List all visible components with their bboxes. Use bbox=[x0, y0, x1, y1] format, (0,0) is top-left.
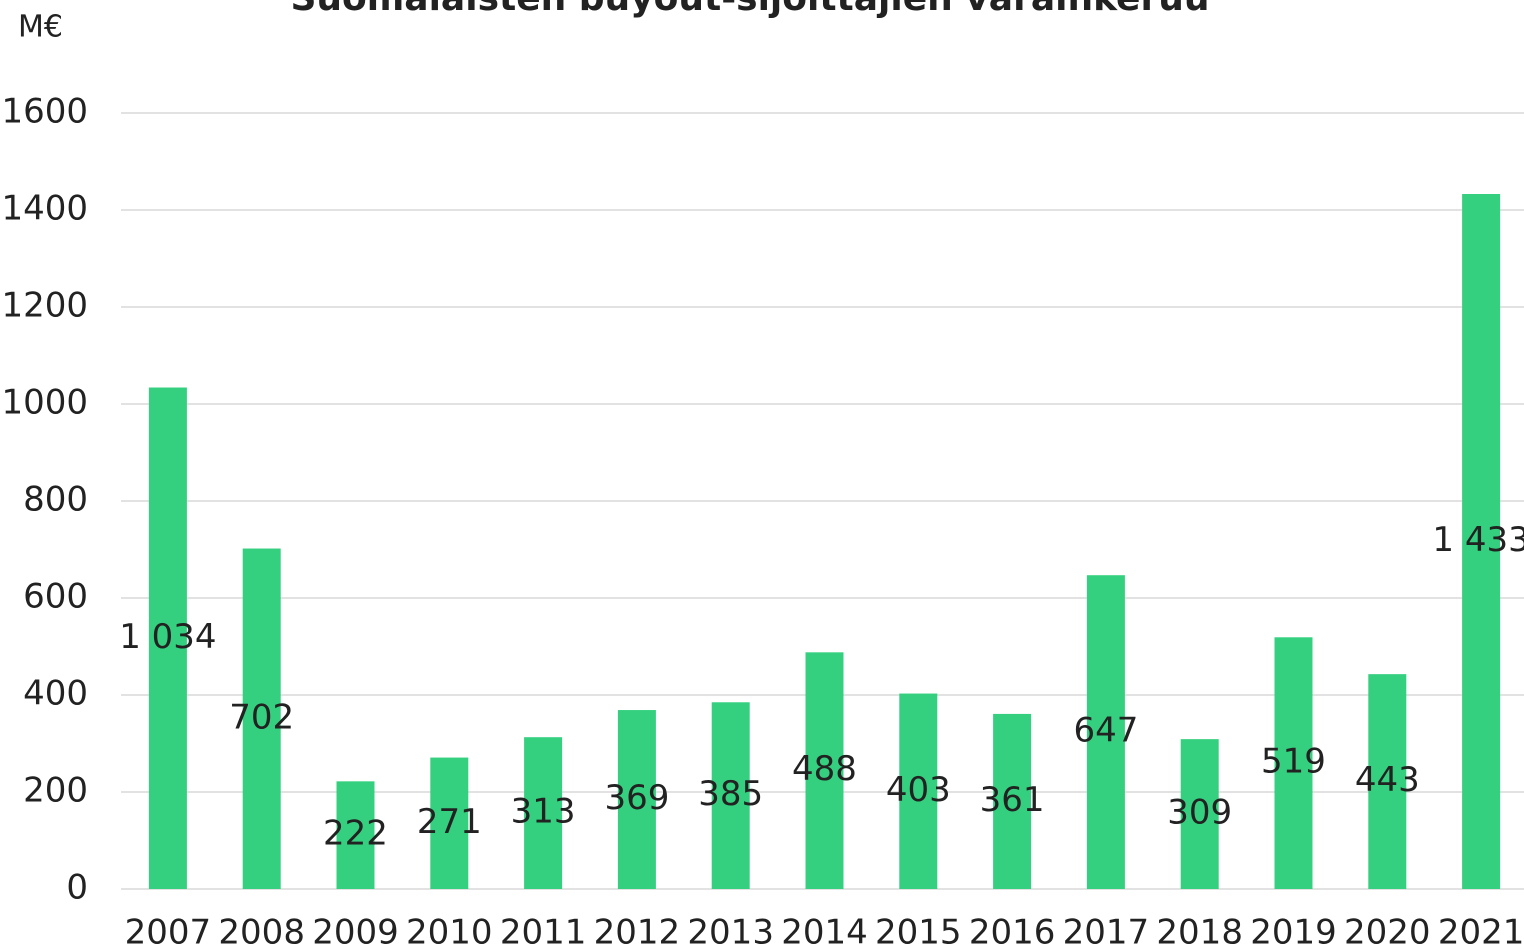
bar bbox=[430, 757, 469, 889]
y-tick-label: 1200 bbox=[1, 286, 88, 326]
value-label: 647 bbox=[1073, 711, 1138, 751]
value-label: 1 034 bbox=[119, 617, 216, 657]
bar bbox=[617, 710, 656, 889]
y-tick-label: 600 bbox=[23, 577, 88, 617]
value-label: 1 433 bbox=[1432, 520, 1524, 560]
value-label: 702 bbox=[229, 697, 294, 737]
value-label: 369 bbox=[604, 778, 669, 818]
y-axis-label: M€ bbox=[18, 10, 63, 45]
value-label: 222 bbox=[323, 814, 388, 854]
y-tick-label: 0 bbox=[66, 868, 88, 908]
x-tick-label: 2013 bbox=[687, 913, 774, 950]
value-label: 361 bbox=[980, 780, 1045, 820]
bar bbox=[1462, 193, 1501, 889]
bar bbox=[993, 713, 1032, 889]
x-tick-label: 2007 bbox=[125, 913, 212, 950]
bar bbox=[336, 781, 375, 889]
y-tick-label: 1000 bbox=[1, 383, 88, 423]
value-label: 271 bbox=[417, 802, 482, 842]
value-label: 313 bbox=[511, 792, 576, 832]
bar bbox=[1274, 637, 1313, 889]
x-tick-label: 2018 bbox=[1156, 913, 1243, 950]
x-tick-label: 2016 bbox=[969, 913, 1056, 950]
bar bbox=[242, 548, 281, 889]
x-tick-label: 2009 bbox=[312, 913, 399, 950]
x-tick-label: 2010 bbox=[406, 913, 493, 950]
y-tick-label: 1400 bbox=[1, 189, 88, 229]
chart-title: Suomalaisten buyout-sijoittajien varaink… bbox=[291, 0, 1210, 19]
bar bbox=[1086, 575, 1125, 889]
value-label: 309 bbox=[1167, 793, 1232, 833]
bar bbox=[711, 702, 750, 889]
x-tick-label: 2017 bbox=[1063, 913, 1150, 950]
x-tick-label: 2021 bbox=[1438, 913, 1524, 950]
value-label: 443 bbox=[1355, 760, 1420, 800]
bar bbox=[899, 693, 938, 889]
y-tick-label: 200 bbox=[23, 771, 88, 811]
y-tick-label: 400 bbox=[23, 674, 88, 714]
x-tick-label: 2014 bbox=[781, 913, 868, 950]
y-tick-label: 800 bbox=[23, 480, 88, 520]
x-tick-label: 2008 bbox=[218, 913, 305, 950]
bar bbox=[148, 387, 187, 889]
bar bbox=[524, 737, 563, 889]
value-label: 519 bbox=[1261, 742, 1326, 782]
x-tick-label: 2012 bbox=[594, 913, 681, 950]
x-tick-label: 2015 bbox=[875, 913, 962, 950]
bar bbox=[805, 652, 844, 889]
bar bbox=[1180, 739, 1219, 889]
x-tick-label: 2011 bbox=[500, 913, 587, 950]
x-tick-label: 2020 bbox=[1344, 913, 1431, 950]
y-tick-label: 1600 bbox=[1, 92, 88, 132]
bar bbox=[1368, 674, 1407, 889]
value-label: 385 bbox=[698, 774, 763, 814]
x-tick-label: 2019 bbox=[1250, 913, 1337, 950]
value-label: 403 bbox=[886, 770, 951, 810]
value-label: 488 bbox=[792, 749, 857, 789]
